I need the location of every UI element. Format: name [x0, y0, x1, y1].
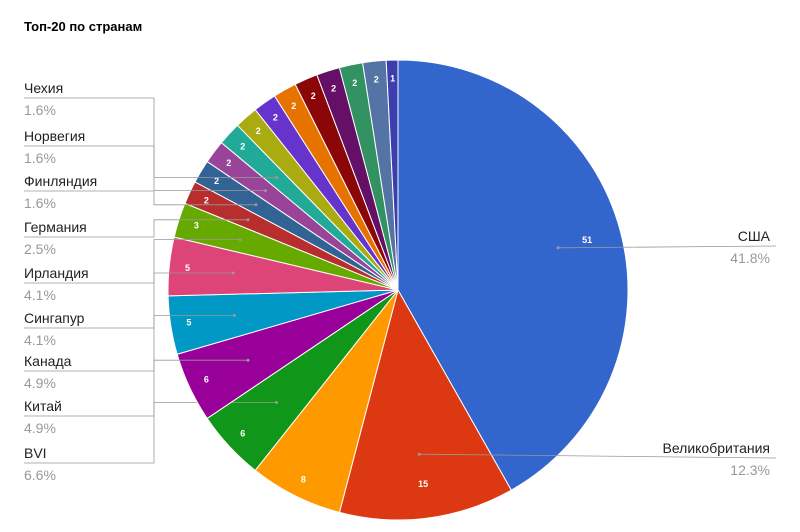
- slice-value-label: 3: [194, 221, 199, 231]
- legend-label: Чехия: [24, 80, 64, 96]
- leader-line: [24, 219, 248, 238]
- slice-value-label: 15: [418, 479, 428, 489]
- slice-value-label: 2: [204, 195, 209, 205]
- legend-label: Норвегия: [24, 128, 86, 144]
- slice-value-label: 2: [273, 113, 278, 123]
- leader-line: [24, 239, 241, 284]
- leader-dot: [275, 176, 278, 179]
- slice-value-label: 8: [301, 474, 306, 484]
- slice-value-label: 6: [204, 375, 209, 385]
- slice-value-label: 6: [240, 429, 245, 439]
- leader-dot: [246, 218, 250, 222]
- slice-value-label: 1: [390, 74, 395, 84]
- legend-percent: 1.6%: [24, 195, 56, 211]
- legend-label: Финляндия: [24, 173, 98, 189]
- slice-value-label: 2: [331, 83, 336, 93]
- legend-percent: 1.6%: [24, 150, 56, 166]
- slice-value-label: 2: [226, 158, 231, 168]
- legend-percent: 4.1%: [24, 287, 56, 303]
- legend-percent: 12.3%: [730, 462, 770, 478]
- leader-line: [24, 272, 234, 329]
- legend-percent: 4.1%: [24, 332, 56, 348]
- leader-dot: [238, 238, 242, 242]
- slice-value-label: 5: [186, 318, 191, 328]
- leader-dot: [254, 203, 258, 207]
- legend-label: Сингапур: [24, 310, 85, 326]
- legend-label: Китай: [24, 398, 62, 414]
- slice-value-label: 2: [291, 101, 296, 111]
- leader-dot: [231, 271, 235, 275]
- legend-label: Канада: [24, 353, 72, 369]
- legend-percent: 41.8%: [730, 250, 770, 266]
- slice-value-label: 5: [185, 263, 190, 273]
- slice-value-label: 51: [582, 235, 592, 245]
- legend-percent: 2.5%: [24, 241, 56, 257]
- leader-line: [24, 359, 248, 417]
- slice-value-label: 2: [214, 176, 219, 186]
- leader-dot: [232, 314, 236, 317]
- legend-label: BVI: [24, 445, 47, 461]
- legend-percent: 4.9%: [24, 420, 56, 436]
- leader-dot: [264, 189, 267, 193]
- slice-value-label: 2: [240, 141, 245, 151]
- slice-value-label: 2: [352, 78, 357, 88]
- pie-slice: [397, 59, 629, 491]
- chart-title: Топ-20 по странам: [24, 19, 143, 34]
- slice-value-label: 2: [256, 126, 261, 136]
- leader-line: [24, 97, 277, 178]
- leader-line: [419, 453, 777, 459]
- slice-value-label: 2: [374, 75, 379, 85]
- legend-label: США: [737, 228, 770, 244]
- leader-dot: [246, 358, 250, 362]
- leader-line: [558, 245, 777, 249]
- pie-slice: [338, 288, 512, 521]
- legend-percent: 1.6%: [24, 102, 56, 118]
- legend-label: Ирландия: [24, 265, 89, 281]
- legend-percent: 6.6%: [24, 467, 56, 483]
- slice-value-label: 2: [311, 91, 316, 101]
- leader-dot: [275, 401, 278, 404]
- leader-line: [24, 315, 235, 372]
- pie-slice: [385, 59, 399, 291]
- leader-dot: [417, 452, 421, 456]
- legend-label: Германия: [24, 219, 87, 235]
- legend-percent: 4.9%: [24, 375, 56, 391]
- leader-line: [24, 190, 256, 206]
- leader-dot: [556, 246, 560, 250]
- legend-label: Великобритания: [662, 440, 770, 456]
